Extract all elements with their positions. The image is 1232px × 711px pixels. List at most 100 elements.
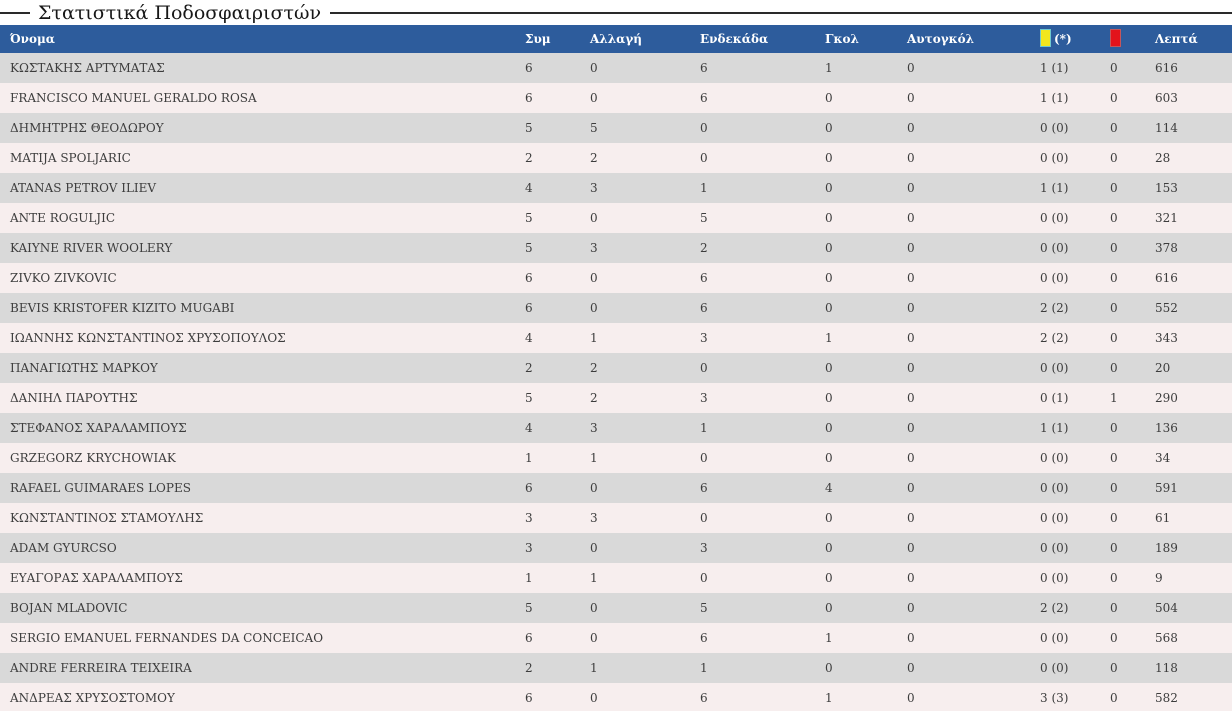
substitution-cell: 3 xyxy=(580,233,690,263)
col-header-red-cards xyxy=(1100,25,1145,53)
minutes-cell: 28 xyxy=(1145,143,1232,173)
red-cards-cell: 0 xyxy=(1100,293,1145,323)
minutes-cell: 114 xyxy=(1145,113,1232,143)
player-statistics-table: Όνομα Συμ Αλλαγή Ενδεκάδα Γκολ Αυτογκόλ … xyxy=(0,25,1232,711)
starting-eleven-cell: 0 xyxy=(690,563,815,593)
yellow-cards-cell: 0 (0) xyxy=(1030,113,1100,143)
red-cards-cell: 0 xyxy=(1100,503,1145,533)
red-cards-cell: 0 xyxy=(1100,413,1145,443)
section-title-bar: Στατιστικά Ποδοσφαιριστών xyxy=(0,0,1232,25)
goals-cell: 0 xyxy=(815,353,897,383)
starting-eleven-cell: 3 xyxy=(690,383,815,413)
appearances-cell: 2 xyxy=(515,143,580,173)
own-goals-cell: 0 xyxy=(897,353,1030,383)
page-title: Στατιστικά Ποδοσφαιριστών xyxy=(38,2,321,24)
minutes-cell: 290 xyxy=(1145,383,1232,413)
own-goals-cell: 0 xyxy=(897,503,1030,533)
minutes-cell: 616 xyxy=(1145,53,1232,83)
own-goals-cell: 0 xyxy=(897,563,1030,593)
starting-eleven-cell: 6 xyxy=(690,263,815,293)
own-goals-cell: 0 xyxy=(897,203,1030,233)
yellow-cards-cell: 0 (0) xyxy=(1030,503,1100,533)
player-name-cell: ZIVKO ZIVKOVIC xyxy=(0,263,515,293)
table-row: ANDRE FERREIRA TEIXEIRA 2 1 1 0 0 0 (0) 0 118 xyxy=(0,653,1232,683)
minutes-cell: 61 xyxy=(1145,503,1232,533)
player-name-cell: BOJAN MLADOVIC xyxy=(0,593,515,623)
goals-cell: 0 xyxy=(815,233,897,263)
appearances-cell: 6 xyxy=(515,623,580,653)
appearances-cell: 2 xyxy=(515,653,580,683)
appearances-cell: 6 xyxy=(515,683,580,711)
minutes-cell: 582 xyxy=(1145,683,1232,711)
title-rule-right xyxy=(330,12,1232,14)
red-cards-cell: 0 xyxy=(1100,323,1145,353)
appearances-cell: 4 xyxy=(515,173,580,203)
yellow-cards-cell: 1 (1) xyxy=(1030,53,1100,83)
goals-cell: 0 xyxy=(815,533,897,563)
appearances-cell: 3 xyxy=(515,533,580,563)
minutes-cell: 118 xyxy=(1145,653,1232,683)
yellow-card-suffix: (*) xyxy=(1054,32,1072,46)
minutes-cell: 136 xyxy=(1145,413,1232,443)
appearances-cell: 5 xyxy=(515,593,580,623)
yellow-cards-cell: 0 (0) xyxy=(1030,263,1100,293)
yellow-cards-cell: 1 (1) xyxy=(1030,413,1100,443)
starting-eleven-cell: 0 xyxy=(690,503,815,533)
starting-eleven-cell: 0 xyxy=(690,353,815,383)
table-row: BOJAN MLADOVIC 5 0 5 0 0 2 (2) 0 504 xyxy=(0,593,1232,623)
minutes-cell: 153 xyxy=(1145,173,1232,203)
starting-eleven-cell: 6 xyxy=(690,293,815,323)
yellow-cards-cell: 0 (0) xyxy=(1030,233,1100,263)
own-goals-cell: 0 xyxy=(897,293,1030,323)
own-goals-cell: 0 xyxy=(897,233,1030,263)
title-rule-left xyxy=(0,12,30,14)
starting-eleven-cell: 6 xyxy=(690,83,815,113)
minutes-cell: 504 xyxy=(1145,593,1232,623)
starting-eleven-cell: 3 xyxy=(690,533,815,563)
starting-eleven-cell: 0 xyxy=(690,113,815,143)
table-row: FRANCISCO MANUEL GERALDO ROSA 6 0 6 0 0 1 (1) 0… xyxy=(0,83,1232,113)
own-goals-cell: 0 xyxy=(897,263,1030,293)
player-name-cell: ΑΝΔΡΕΑΣ ΧΡΥΣΟΣΤΟΜΟΥ xyxy=(0,683,515,711)
yellow-card-icon xyxy=(1040,29,1051,47)
red-cards-cell: 0 xyxy=(1100,53,1145,83)
substitution-cell: 1 xyxy=(580,323,690,353)
col-header-appearances: Συμ xyxy=(515,25,580,53)
table-row: BEVIS KRISTOFER KIZITO MUGABI 6 0 6 0 0 2 (2) 0… xyxy=(0,293,1232,323)
substitution-cell: 5 xyxy=(580,113,690,143)
table-row: ADAM GYURCSO 3 0 3 0 0 0 (0) 0 189 xyxy=(0,533,1232,563)
player-name-cell: ΕΥΑΓΟΡΑΣ ΧΑΡΑΛΑΜΠΟΥΣ xyxy=(0,563,515,593)
red-cards-cell: 0 xyxy=(1100,113,1145,143)
substitution-cell: 2 xyxy=(580,353,690,383)
own-goals-cell: 0 xyxy=(897,173,1030,203)
minutes-cell: 189 xyxy=(1145,533,1232,563)
substitution-cell: 0 xyxy=(580,203,690,233)
yellow-cards-cell: 1 (1) xyxy=(1030,83,1100,113)
appearances-cell: 6 xyxy=(515,293,580,323)
substitution-cell: 2 xyxy=(580,143,690,173)
minutes-cell: 568 xyxy=(1145,623,1232,653)
player-name-cell: ΔΑΝΙΗΛ ΠΑΡΟΥΤΗΣ xyxy=(0,383,515,413)
goals-cell: 1 xyxy=(815,623,897,653)
own-goals-cell: 0 xyxy=(897,113,1030,143)
player-name-cell: ADAM GYURCSO xyxy=(0,533,515,563)
appearances-cell: 4 xyxy=(515,323,580,353)
table-row: SERGIO EMANUEL FERNANDES DA CONCEICAO 6 0 6… xyxy=(0,623,1232,653)
player-name-cell: BEVIS KRISTOFER KIZITO MUGABI xyxy=(0,293,515,323)
player-name-cell: KAIYNE RIVER WOOLERY xyxy=(0,233,515,263)
substitution-cell: 0 xyxy=(580,593,690,623)
yellow-cards-cell: 2 (2) xyxy=(1030,293,1100,323)
player-name-cell: RAFAEL GUIMARAES LOPES xyxy=(0,473,515,503)
table-row: ΑΝΔΡΕΑΣ ΧΡΥΣΟΣΤΟΜΟΥ 6 0 6 1 0 3 (3) 0 582 xyxy=(0,683,1232,711)
red-cards-cell: 0 xyxy=(1100,653,1145,683)
own-goals-cell: 0 xyxy=(897,683,1030,711)
goals-cell: 0 xyxy=(815,383,897,413)
own-goals-cell: 0 xyxy=(897,83,1030,113)
red-cards-cell: 0 xyxy=(1100,83,1145,113)
yellow-cards-cell: 0 (0) xyxy=(1030,353,1100,383)
red-cards-cell: 0 xyxy=(1100,443,1145,473)
yellow-cards-cell: 2 (2) xyxy=(1030,593,1100,623)
minutes-cell: 321 xyxy=(1145,203,1232,233)
red-cards-cell: 0 xyxy=(1100,533,1145,563)
